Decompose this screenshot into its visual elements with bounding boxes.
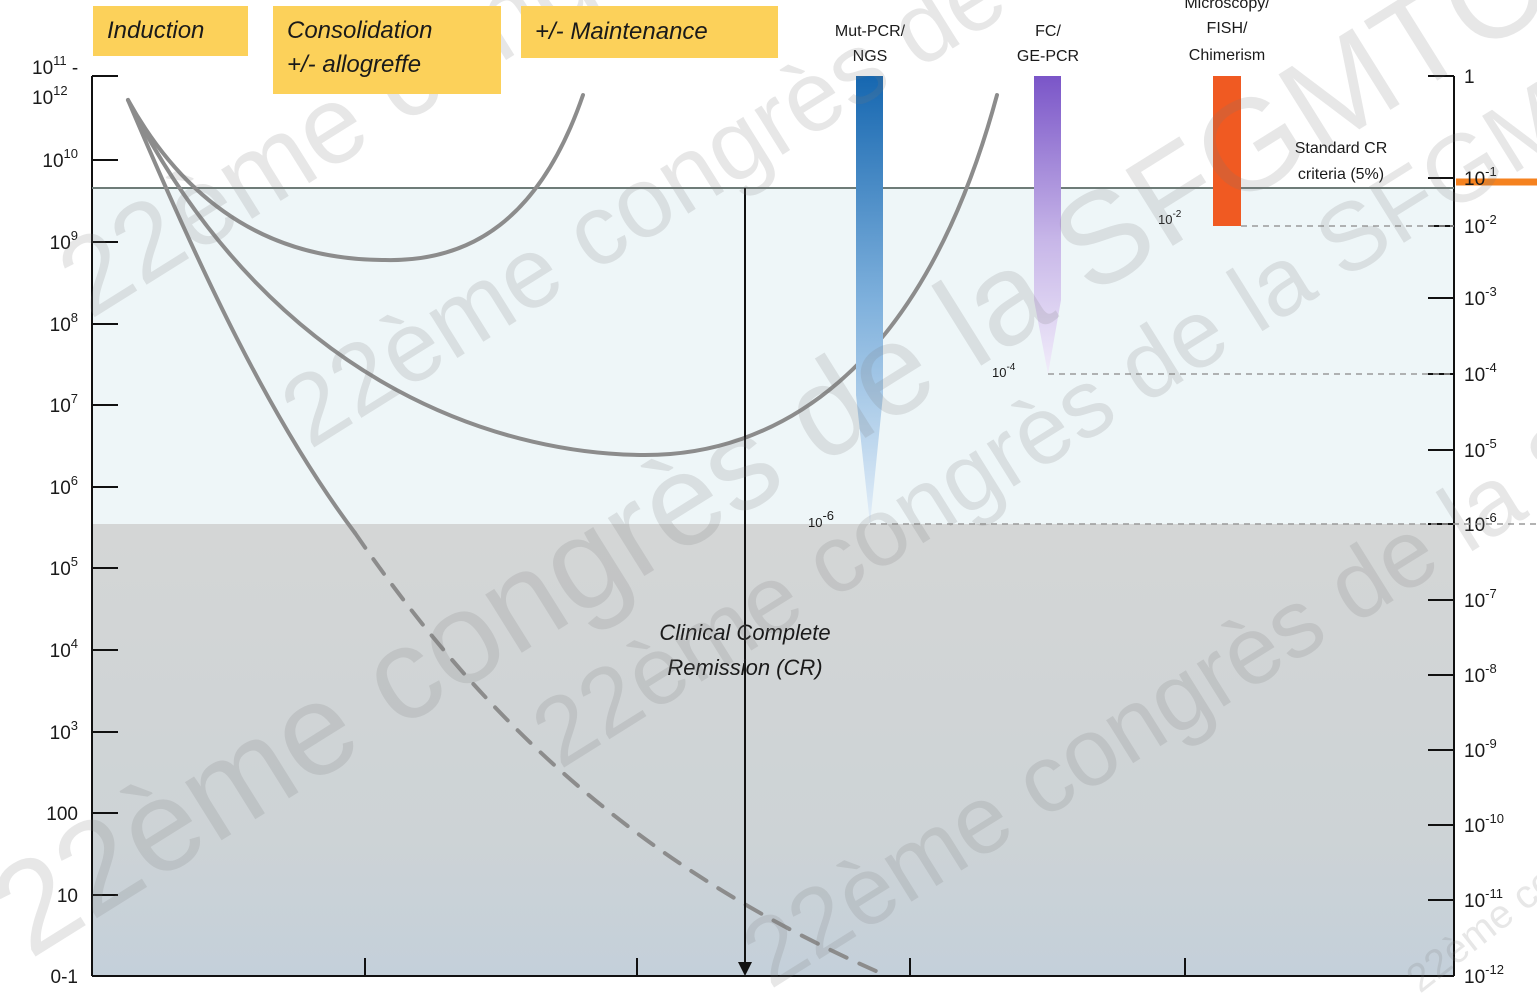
- right-axis-ticks: 1 10-1 10-2 10-3 10-4 10-5 10-6 10-7 10-8 10-9 10-…: [1428, 67, 1504, 988]
- phase-consolidation-line2: +/- allogreffe: [287, 51, 422, 78]
- left-tick-label: 109: [50, 228, 78, 254]
- fc-label: FC/GE-PCR: [1017, 23, 1079, 65]
- curve-maintenance: [126, 93, 999, 458]
- x-axis-ticks: [364, 958, 1186, 976]
- phase-induction: Induction: [93, 6, 248, 56]
- right-tick-label: 10-7: [1464, 586, 1497, 612]
- disease-curves: [126, 93, 999, 977]
- left-label-top-a: 1011 -: [32, 53, 78, 79]
- curve-consolidation: [126, 93, 585, 263]
- standard-cr-label: Standard CR criteria (5%): [1295, 140, 1388, 183]
- phase-consolidation: Consolidation +/- allogreffe: [273, 6, 501, 94]
- curve-deep-remission-dashed: [353, 531, 887, 977]
- left-tick-label: 106: [50, 473, 78, 499]
- right-tick-label: 10-9: [1464, 736, 1497, 762]
- microscopy-limit-label: 10-2: [1158, 209, 1182, 227]
- mut-pcr-label: Mut-PCR/NGS: [835, 23, 906, 65]
- left-tick-label: 107: [50, 391, 78, 417]
- phase-consolidation-line1: Consolidation: [287, 17, 433, 44]
- right-tick-label: 10-11: [1464, 886, 1503, 912]
- left-tick-label: 105: [50, 554, 78, 580]
- detection-limit-lines: [870, 225, 1537, 525]
- undetectable-zone: [92, 524, 1454, 976]
- fc-limit-label: 10-4: [992, 362, 1016, 380]
- right-tick-label: 1: [1464, 67, 1475, 88]
- microscopy-bar: [1213, 76, 1241, 226]
- mut-pcr-limit-label: 10-6: [808, 508, 834, 530]
- right-tick-label: 10-3: [1464, 284, 1497, 310]
- phase-maintenance: +/- Maintenance: [521, 6, 778, 58]
- right-tick-label: 10-8: [1464, 661, 1497, 687]
- left-tick-label: 100: [46, 804, 78, 825]
- left-label-top-b: 1012: [32, 83, 68, 109]
- cr-arrow-head: [738, 962, 752, 976]
- left-tick-label: 10: [57, 886, 78, 907]
- left-axis-ticks: 1011 - 1012 1010 109 108 107 106 105 104 103 100 10…: [32, 53, 118, 988]
- fc-bar: [1034, 76, 1061, 374]
- left-tick-label: 104: [50, 636, 78, 662]
- clinical-cr-label: Clinical Complete Remission (CR): [659, 620, 830, 680]
- right-tick-label: 10-4: [1464, 360, 1497, 386]
- left-tick-label: 0-1: [51, 967, 78, 988]
- detectable-zone: [92, 188, 1454, 524]
- left-tick-label: 1010: [42, 146, 78, 172]
- right-tick-label: 10-12: [1464, 962, 1504, 988]
- left-tick-label: 103: [50, 718, 78, 744]
- mut-pcr-bar: [856, 76, 883, 524]
- right-tick-label: 10-5: [1464, 436, 1497, 462]
- right-tick-label: 10-6: [1464, 510, 1497, 536]
- right-tick-label: 10-1: [1464, 164, 1497, 190]
- left-tick-label: 108: [50, 310, 78, 336]
- right-tick-label: 10-2: [1464, 212, 1497, 238]
- curve-deep-remission: [126, 98, 357, 535]
- right-tick-label: 10-10: [1464, 811, 1504, 837]
- microscopy-label: Microscopy/FISH/Chimerism: [1184, 0, 1270, 64]
